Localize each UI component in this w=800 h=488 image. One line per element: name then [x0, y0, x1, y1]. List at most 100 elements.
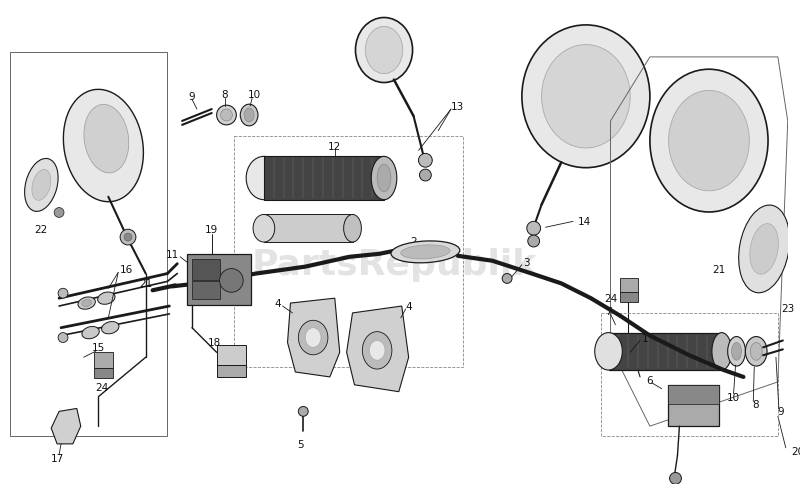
Ellipse shape — [246, 157, 282, 200]
Ellipse shape — [102, 322, 119, 334]
Text: 21: 21 — [712, 264, 726, 274]
Ellipse shape — [98, 292, 115, 305]
Circle shape — [418, 154, 432, 168]
Ellipse shape — [240, 105, 258, 126]
Bar — [601, 313, 778, 436]
Ellipse shape — [63, 90, 143, 203]
Ellipse shape — [82, 327, 99, 339]
Bar — [264, 215, 353, 243]
Ellipse shape — [522, 26, 650, 168]
Text: 9: 9 — [189, 92, 195, 102]
Ellipse shape — [32, 170, 51, 201]
Circle shape — [120, 230, 136, 245]
Ellipse shape — [221, 110, 232, 122]
Circle shape — [58, 289, 68, 299]
Text: 20: 20 — [791, 446, 800, 456]
Text: 7: 7 — [606, 306, 612, 316]
Text: 6: 6 — [646, 375, 653, 385]
Ellipse shape — [732, 343, 742, 361]
Ellipse shape — [750, 224, 778, 275]
Circle shape — [528, 236, 540, 247]
Ellipse shape — [217, 106, 236, 125]
Circle shape — [526, 222, 541, 236]
Circle shape — [502, 274, 512, 284]
Text: 15: 15 — [92, 343, 105, 353]
Ellipse shape — [650, 70, 768, 213]
Text: 12: 12 — [328, 141, 342, 151]
Circle shape — [124, 234, 132, 242]
Text: 22: 22 — [34, 225, 48, 235]
Ellipse shape — [594, 333, 622, 370]
Bar — [94, 368, 114, 378]
Ellipse shape — [371, 157, 397, 200]
Bar — [264, 157, 384, 200]
Bar — [187, 254, 251, 305]
Ellipse shape — [344, 215, 362, 243]
Text: 13: 13 — [451, 102, 465, 112]
Ellipse shape — [78, 297, 95, 309]
Text: 24: 24 — [604, 294, 617, 304]
Circle shape — [298, 407, 308, 416]
Bar — [217, 366, 246, 377]
Ellipse shape — [391, 242, 460, 264]
Text: 10: 10 — [727, 392, 740, 402]
Ellipse shape — [712, 333, 732, 370]
Bar — [10, 53, 167, 436]
Bar — [668, 385, 719, 427]
Text: 17: 17 — [50, 453, 64, 463]
Bar — [234, 137, 462, 367]
Ellipse shape — [370, 341, 385, 361]
Ellipse shape — [366, 27, 402, 75]
Text: 14: 14 — [578, 217, 591, 227]
Circle shape — [219, 269, 243, 293]
Text: 8: 8 — [752, 400, 758, 409]
Text: 23: 23 — [781, 304, 794, 313]
Text: 21: 21 — [139, 279, 152, 289]
Ellipse shape — [738, 205, 790, 293]
Bar — [94, 353, 114, 368]
Ellipse shape — [728, 337, 746, 366]
Text: 8: 8 — [221, 90, 228, 100]
Text: 1: 1 — [642, 333, 648, 343]
Bar — [668, 385, 719, 405]
Text: 19: 19 — [205, 225, 218, 235]
Ellipse shape — [750, 343, 762, 361]
Text: 10: 10 — [247, 90, 261, 100]
Ellipse shape — [362, 332, 392, 369]
Bar — [609, 333, 722, 370]
Ellipse shape — [306, 328, 321, 347]
Polygon shape — [51, 408, 81, 444]
Polygon shape — [346, 306, 409, 392]
Text: 24: 24 — [94, 382, 108, 392]
Ellipse shape — [355, 19, 413, 83]
Text: 11: 11 — [166, 249, 179, 259]
Bar — [217, 346, 246, 366]
Ellipse shape — [542, 45, 630, 149]
Ellipse shape — [401, 245, 450, 259]
Ellipse shape — [377, 165, 391, 192]
Circle shape — [670, 472, 682, 484]
Bar — [620, 279, 638, 293]
Text: 16: 16 — [119, 264, 133, 274]
Bar — [192, 282, 219, 300]
Text: PartsRepublik: PartsRepublik — [251, 247, 537, 281]
Text: 9: 9 — [778, 407, 784, 417]
Ellipse shape — [25, 159, 58, 212]
Ellipse shape — [244, 109, 254, 122]
Ellipse shape — [253, 215, 274, 243]
Ellipse shape — [84, 105, 129, 174]
Text: 4: 4 — [406, 302, 412, 311]
Circle shape — [419, 170, 431, 182]
Circle shape — [54, 208, 64, 218]
Text: 2: 2 — [410, 237, 417, 246]
Ellipse shape — [746, 337, 767, 366]
Bar — [620, 293, 638, 303]
Circle shape — [58, 333, 68, 343]
Ellipse shape — [82, 300, 91, 307]
Ellipse shape — [669, 91, 750, 191]
Text: 4: 4 — [274, 299, 281, 308]
Text: 3: 3 — [523, 257, 530, 267]
Text: 5: 5 — [297, 439, 304, 449]
Polygon shape — [287, 299, 340, 377]
Text: 18: 18 — [208, 338, 222, 348]
